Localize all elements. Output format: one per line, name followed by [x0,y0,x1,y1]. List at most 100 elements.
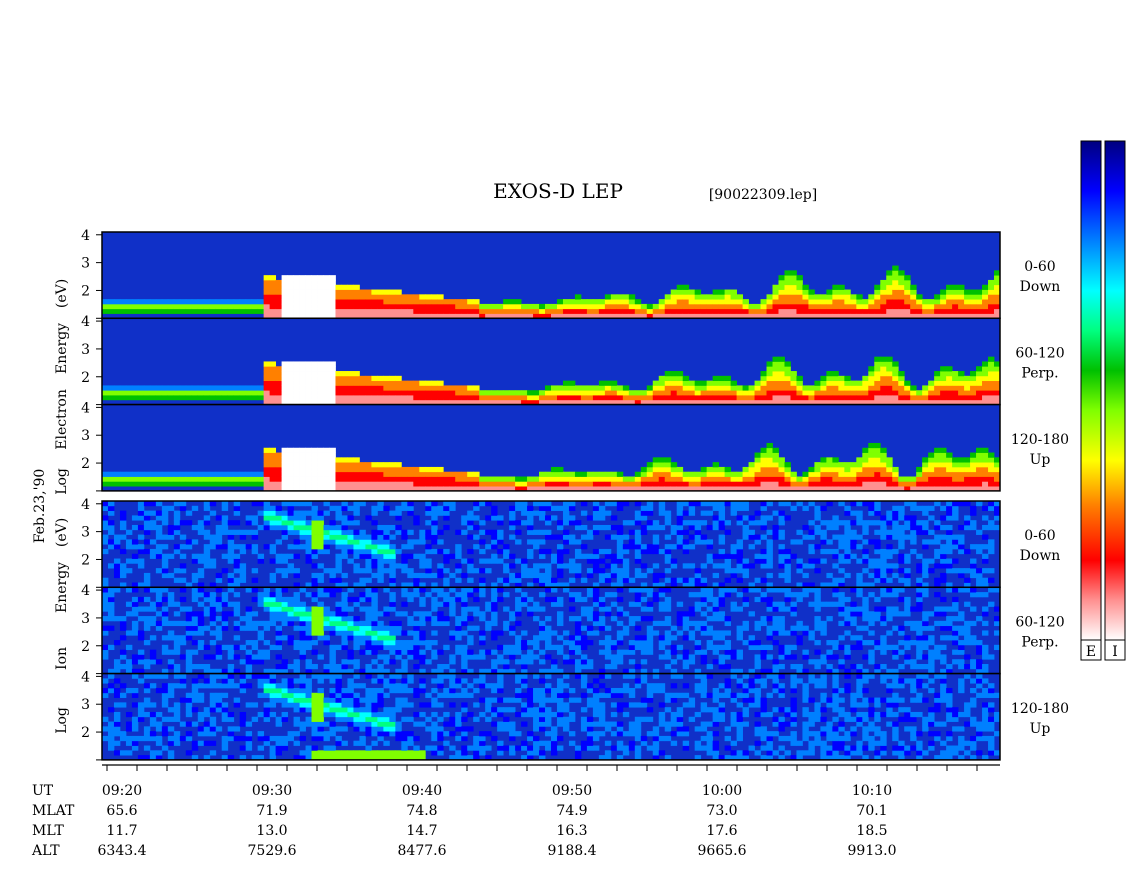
heat-cell [754,659,761,665]
heat-cell [574,303,582,310]
heat-cell [742,568,749,574]
heat-cell [527,476,534,482]
heat-cell [718,539,726,545]
heat-cell [604,294,612,300]
heat-cell [299,529,306,535]
heat-cell [383,534,390,540]
heat-cell [670,308,678,314]
heat-cell [323,529,330,535]
heat-cell [191,385,199,391]
heat-cell [700,539,708,545]
heat-cell [898,308,905,314]
heat-cell [700,481,708,487]
heat-cell [437,380,444,386]
heat-cell [305,294,312,300]
heat-cell [814,659,821,665]
heat-cell [826,582,833,588]
heat-cell [718,548,726,555]
heat-cell [365,308,372,314]
heat-cell [353,308,360,314]
heat-cell [137,471,145,477]
heat-cell [191,592,199,598]
heat-cell [694,486,702,492]
heat-cell [706,616,714,622]
heat-cell [724,476,731,482]
heat-cell [353,625,360,631]
heat-cell [922,303,929,310]
heat-cell [161,510,169,516]
heat-cell [209,481,217,487]
heat-cell [233,582,241,588]
heat-cell [503,668,510,674]
heat-cell [227,587,235,593]
heat-cell [311,303,318,310]
heat-cell [209,308,217,314]
heat-cell [119,654,127,660]
heat-cell [173,649,181,655]
heat-cell [437,616,444,622]
heat-cell [467,299,474,305]
heat-cell [389,303,396,310]
heat-cell [898,399,905,405]
heat-cell [652,385,660,391]
heat-cell [988,279,995,286]
heat-cell [281,515,288,521]
heat-cell [479,303,486,310]
heat-cell [766,630,773,636]
heat-cell [778,620,785,627]
heat-cell [772,375,779,382]
heat-cell [371,659,378,665]
heat-cell [874,539,881,545]
heat-cell [161,385,169,391]
heat-cell [413,313,420,319]
heat-cell [790,611,797,617]
heat-cell [766,572,773,579]
heat-cell [700,294,708,300]
heat-cell [610,568,618,574]
heat-cell [263,515,271,521]
heat-cell [676,471,684,477]
heat-cell [329,649,336,655]
heat-cell [616,299,624,305]
heat-cell [551,390,558,396]
heat-cell [790,601,797,607]
heat-cell [365,625,372,631]
heat-cell [335,611,342,617]
heat-cell [539,606,546,612]
heat-cell [634,587,642,593]
heat-cell [485,529,492,535]
heat-cell [485,303,492,310]
heat-cell [107,395,115,401]
heat-cell [551,596,558,603]
heat-cell [311,534,318,540]
heat-cell [102,654,109,660]
heat-cell [341,616,348,622]
heat-cell [646,548,654,555]
heat-cell [928,395,935,401]
heat-cell [718,587,726,593]
heat-cell [431,548,438,555]
heat-cell [658,303,666,310]
heat-cell [515,299,522,305]
heat-cell [215,395,223,401]
heat-cell [377,375,384,382]
heat-cell [766,371,773,377]
heat-cell [401,308,408,314]
heat-cell [317,275,324,281]
heat-cell [191,390,199,396]
heat-cell [868,395,875,401]
heat-cell [467,476,474,482]
heat-cell [982,399,989,405]
heat-cell [718,601,726,607]
heat-cell [431,616,438,622]
heat-cell [437,611,444,617]
heat-cell [976,447,983,453]
heat-cell [910,390,917,396]
heat-cell [233,471,241,477]
heat-cell [790,644,797,651]
heat-cell [628,644,636,651]
heat-cell [886,577,893,583]
heat-cell [143,659,151,665]
heat-cell [874,457,881,463]
heat-cell [886,471,893,477]
